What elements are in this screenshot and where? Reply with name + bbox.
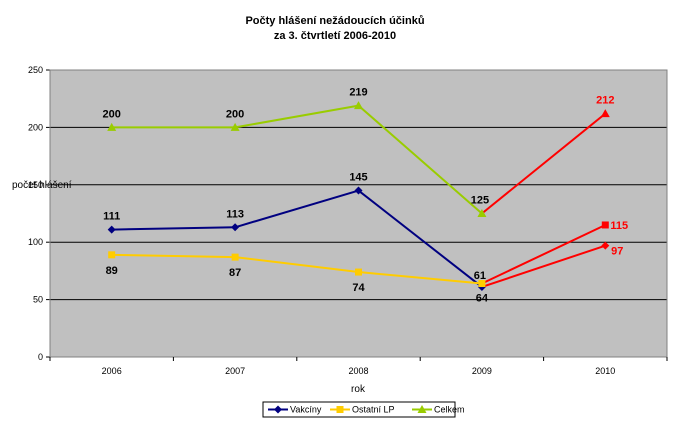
x-tick-label-2007: 2007 — [225, 366, 245, 376]
y-axis-label: počet hlášení — [12, 180, 72, 191]
data-label-ostatn-lp-2006: 89 — [106, 265, 118, 277]
legend-marker-ostatn-lp — [336, 406, 344, 413]
axes: 0 50 100 150 200 250 2006 2007 2008 2009 2010 — [28, 65, 668, 376]
data-label-ostatn-lp-2007: 87 — [229, 267, 241, 279]
series-vakc-ny-point-2010 — [601, 241, 610, 250]
data-label-vakc-ny-2008: 145 — [349, 172, 367, 184]
series-ostatn-lp-point-2008 — [355, 268, 362, 276]
y-tick-label-250: 250 — [28, 65, 43, 75]
series-vakc-ny-point-2007 — [231, 223, 240, 232]
legend-label-vakc-ny: Vakcíny — [290, 405, 322, 415]
data-label-vakc-ny-2007: 113 — [226, 208, 244, 220]
legend-marker-vakc-ny — [274, 405, 282, 414]
series-group — [107, 101, 610, 291]
legend-box — [262, 401, 456, 418]
series-vakc-ny-point-2008 — [354, 186, 363, 195]
series-ostatn-lp-point-2007 — [231, 253, 239, 261]
series-ostatn-lp-segment-2 — [358, 271, 482, 285]
data-label-vakc-ny-2010: 97 — [611, 246, 623, 258]
data-label-vakc-ny-2006: 111 — [103, 211, 120, 223]
y-tick-label-150: 150 — [28, 180, 43, 190]
legend: Vakcíny Ostatní LP Celkem — [262, 401, 465, 418]
x-tick-label-2008: 2008 — [348, 366, 368, 376]
data-label-ostatn-lp-2008: 74 — [352, 282, 365, 294]
legend-marker-celkem — [417, 405, 427, 413]
y-tick-label-100: 100 — [28, 237, 43, 247]
series-ostatn-lp-point-2010 — [601, 221, 609, 229]
data-label-ostatn-lp-2010: 115 — [610, 220, 628, 232]
chart-title-line-2: za 3. čtvrtletí 2006-2010 — [274, 30, 396, 42]
data-labels: 111 113 145 61 97 89 87 74 64 115 200 200 219 125 212 — [103, 87, 629, 305]
series-vakc-ny-segment-3 — [481, 244, 606, 288]
series-celkem-point-2009 — [477, 209, 487, 217]
legend-label-celkem: Celkem — [434, 405, 465, 415]
series-celkem-point-2008 — [354, 101, 363, 110]
x-tick-label-2009: 2009 — [472, 366, 492, 376]
series-celkem-point-2006 — [107, 122, 117, 131]
series-vakc-ny — [107, 186, 610, 291]
data-label-ostatn-lp-2009: 64 — [476, 293, 489, 305]
series-celkem-segment-1 — [234, 104, 359, 129]
series-vakc-ny-segment-1 — [234, 189, 359, 229]
plot-border — [49, 69, 668, 358]
series-celkem-point-2007 — [230, 122, 240, 131]
series-celkem-point-2010 — [600, 109, 610, 118]
series-vakc-ny-segment-2 — [357, 189, 483, 288]
series-vakc-ny-point-2006 — [107, 225, 116, 234]
legend-label-ostatn-lp: Ostatní LP — [352, 405, 395, 415]
y-tick-label-0: 0 — [38, 352, 43, 362]
series-celkem — [107, 101, 610, 217]
series-celkem-segment-3 — [481, 112, 606, 215]
x-axis-label: rok — [351, 384, 366, 395]
series-ostatn-lp-segment-0 — [111, 253, 236, 259]
data-label-celkem-2009: 125 — [471, 195, 489, 207]
data-label-celkem-2010: 212 — [596, 95, 614, 107]
data-label-celkem-2006: 200 — [103, 108, 121, 120]
plot-area — [50, 70, 667, 357]
series-celkem-segment-2 — [357, 104, 483, 215]
series-ostatn-lp-point-2006 — [108, 251, 116, 259]
x-tick-label-2010: 2010 — [595, 366, 615, 376]
series-ostatn-lp-point-2009 — [478, 280, 486, 288]
data-label-celkem-2007: 200 — [226, 108, 244, 120]
data-label-celkem-2008: 219 — [349, 87, 367, 99]
y-tick-label-200: 200 — [28, 122, 43, 132]
y-tick-label-50: 50 — [33, 295, 43, 305]
chart-title-line-1: Počty hlášení nežádoucích účinků — [245, 15, 424, 27]
series-ostatn-lp-segment-1 — [234, 256, 359, 274]
series-ostatn-lp-segment-3 — [481, 224, 606, 285]
series-ostatn-lp — [108, 221, 609, 288]
data-label-vakc-ny-2009: 61 — [474, 270, 486, 282]
series-vakc-ny-segment-0 — [111, 226, 236, 231]
x-tick-label-2006: 2006 — [102, 366, 122, 376]
